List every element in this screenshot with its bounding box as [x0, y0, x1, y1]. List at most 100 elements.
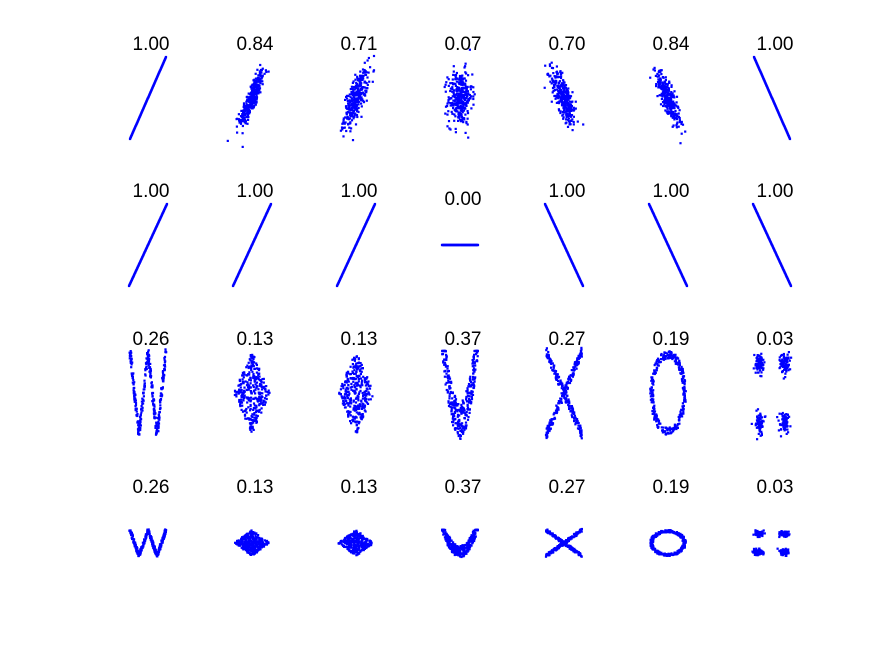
data-point: [352, 366, 355, 369]
data-point: [787, 357, 790, 360]
data-point: [144, 368, 147, 371]
data-point: [253, 104, 256, 107]
data-point: [545, 353, 548, 356]
data-point: [555, 96, 558, 99]
data-point: [466, 406, 470, 409]
data-point: [760, 430, 763, 433]
data-point: [360, 88, 363, 91]
data-point: [560, 75, 563, 78]
data-point: [547, 355, 550, 358]
data-point: [359, 74, 362, 78]
panel-correlation-label: 0.37: [445, 329, 482, 350]
data-point: [348, 126, 351, 129]
data-point: [359, 389, 362, 392]
data-point: [164, 365, 167, 368]
data-point: [676, 356, 679, 359]
data-point: [259, 91, 262, 94]
data-point: [460, 105, 464, 108]
data-point: [251, 353, 254, 356]
data-point: [546, 430, 549, 433]
data-point: [563, 105, 567, 108]
data-point: [342, 399, 345, 403]
data-point: [472, 95, 475, 98]
data-point: [142, 392, 145, 395]
data-point: [758, 357, 761, 360]
data-point: [467, 385, 470, 388]
data-point: [552, 81, 555, 84]
data-point: [449, 87, 452, 90]
data-point: [140, 405, 143, 408]
data-point: [653, 417, 656, 420]
data-point: [259, 77, 262, 81]
data-point: [469, 379, 472, 382]
data-point: [354, 78, 357, 81]
data-point: [563, 106, 566, 109]
data-point: [244, 113, 247, 117]
data-point: [251, 427, 254, 430]
data-point: [239, 383, 242, 386]
data-point: [450, 380, 453, 383]
data-point: [476, 243, 480, 247]
data-point: [360, 115, 363, 118]
data-point: [557, 76, 560, 79]
data-point: [663, 99, 666, 102]
data-point: [137, 424, 140, 427]
data-point: [361, 77, 364, 80]
data-point: [240, 398, 243, 401]
data-point: [345, 129, 348, 133]
data-point: [476, 355, 479, 358]
data-point: [243, 116, 246, 119]
data-point: [161, 377, 164, 380]
data-point: [469, 401, 472, 404]
data-point: [352, 88, 355, 91]
data-point: [465, 122, 468, 125]
data-point: [472, 90, 475, 94]
data-point: [243, 373, 246, 376]
data-point: [460, 107, 463, 110]
data-point: [757, 432, 760, 435]
data-point: [356, 98, 359, 102]
data-point: [354, 94, 357, 97]
data-point: [351, 358, 354, 361]
data-point: [452, 65, 455, 68]
data-point: [670, 101, 673, 104]
data-point: [369, 66, 372, 69]
data-point: [356, 94, 360, 97]
data-point: [140, 400, 143, 403]
data-point: [662, 426, 665, 429]
data-point: [668, 427, 671, 430]
data-point: [250, 361, 253, 364]
data-point: [459, 120, 462, 123]
data-point: [451, 391, 454, 394]
data-point: [787, 369, 790, 372]
data-point: [472, 356, 475, 359]
data-point: [473, 349, 476, 353]
data-point: [678, 116, 681, 120]
data-point: [451, 90, 454, 93]
data-point: [568, 407, 571, 410]
data-point: [649, 392, 652, 395]
data-point: [663, 351, 666, 354]
data-point: [460, 114, 463, 117]
data-point: [345, 105, 348, 108]
data-point: [785, 432, 788, 435]
data-point: [461, 425, 464, 428]
data-point: [553, 86, 556, 89]
data-point: [355, 114, 359, 117]
data-point: [238, 389, 241, 392]
data-point: [253, 101, 257, 104]
data-point: [153, 399, 156, 402]
data-point: [257, 92, 260, 95]
data-point: [566, 118, 569, 121]
data-point: [248, 397, 251, 400]
data-point: [675, 101, 678, 104]
data-point: [362, 394, 365, 398]
data-point: [555, 88, 558, 91]
data-point: [242, 396, 246, 399]
data-point: [557, 97, 560, 100]
data-point: [672, 94, 675, 97]
data-point: [148, 366, 151, 369]
data-point: [252, 100, 255, 103]
data-point: [346, 107, 349, 110]
scatter-panel: 1.00: [335, 181, 377, 288]
